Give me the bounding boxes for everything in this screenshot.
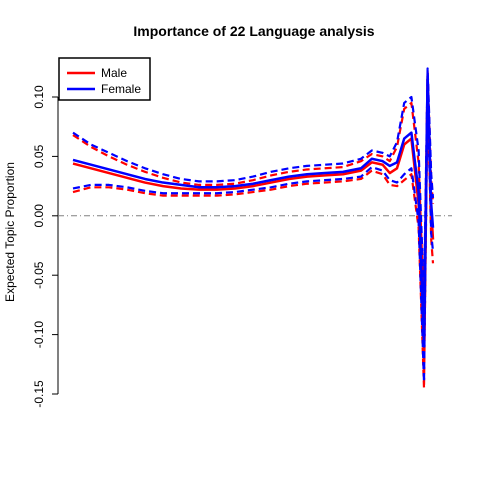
- plot-area: [58, 68, 452, 388]
- legend: Male Female: [59, 58, 150, 100]
- y-axis: 0.10 0.05 0.00 -0.05 -0.10 -0.15: [32, 85, 58, 408]
- y-tick-label: 0.10: [32, 85, 46, 109]
- y-tick-label: 0.05: [32, 144, 46, 168]
- series-female-mean-line: [73, 76, 433, 347]
- series-male-lower-ci-line: [73, 97, 433, 388]
- chart-title: Importance of 22 Language analysis: [133, 23, 374, 39]
- y-tick-label: 0.00: [32, 204, 46, 228]
- y-tick-label: -0.15: [32, 380, 46, 408]
- y-tick-label: -0.05: [32, 261, 46, 289]
- y-tick-label: -0.10: [32, 321, 46, 349]
- series-female-lower-ci-line: [73, 91, 433, 382]
- legend-label-female: Female: [101, 82, 141, 96]
- y-axis-label: Expected Topic Proportion: [3, 162, 17, 302]
- legend-label-male: Male: [101, 66, 127, 80]
- series-male-mean-line: [73, 79, 433, 358]
- series-male-upper-ci-line: [73, 71, 433, 311]
